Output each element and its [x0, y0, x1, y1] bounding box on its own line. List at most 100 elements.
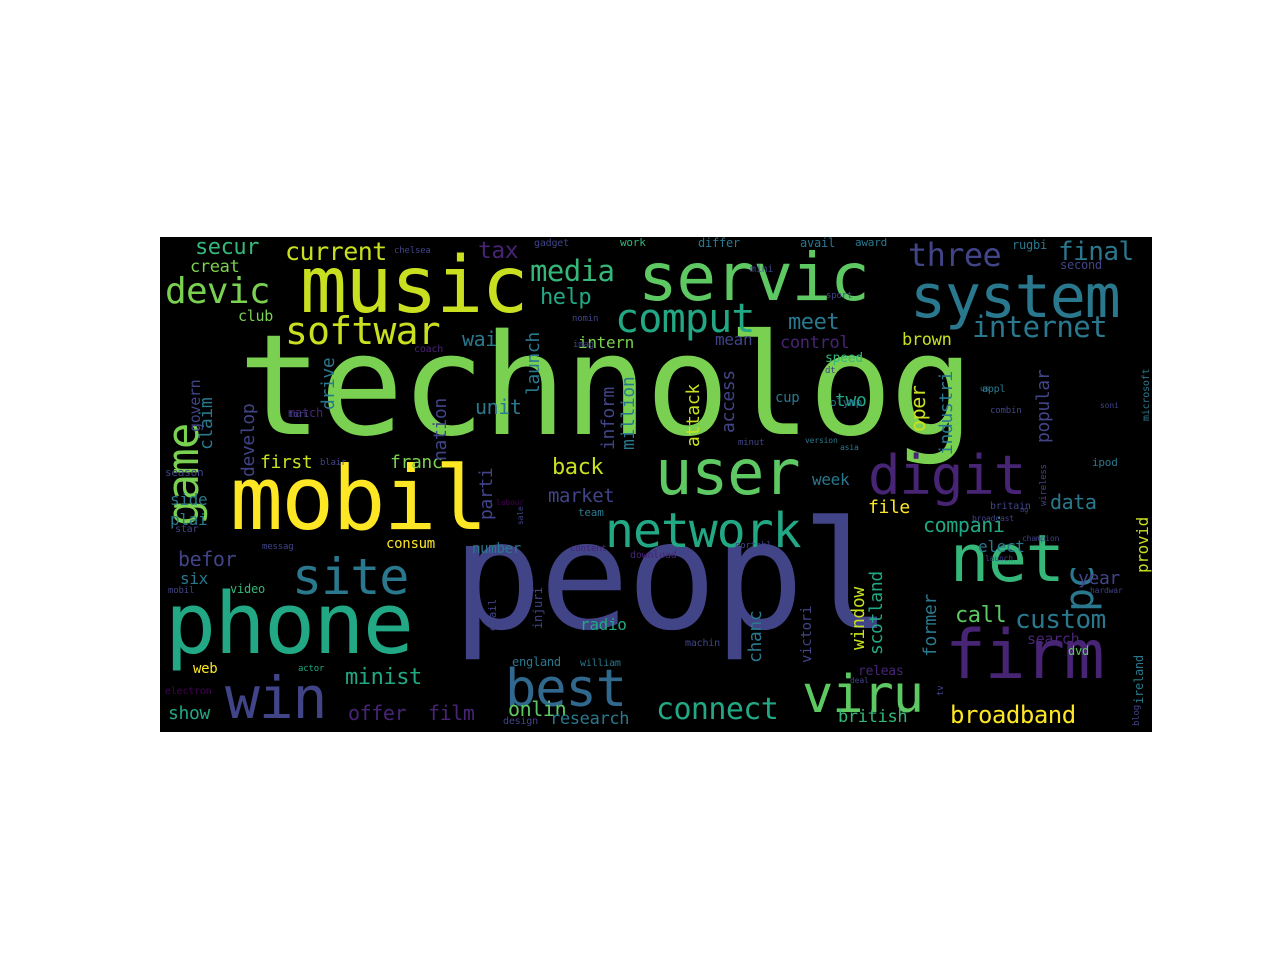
word-firm: firm [945, 616, 1105, 695]
word-former: former [920, 594, 941, 657]
word-digit: digit [868, 444, 1026, 507]
word-british: british [838, 707, 908, 727]
word-web: web [193, 661, 218, 677]
word-appl: appl [982, 384, 1006, 395]
word-dvd: dvd [1068, 644, 1089, 658]
word-radio: radio [580, 615, 627, 634]
word-final: final [1058, 237, 1134, 267]
word-broadcast: broadcast [972, 514, 1014, 523]
word-control: control [780, 333, 850, 353]
word-olymp: olymp [830, 396, 863, 409]
word-data: data [1050, 490, 1097, 514]
word-net: net [950, 522, 1065, 597]
word-show: show [168, 703, 210, 724]
word-britain: britain [990, 501, 1031, 512]
word-imag: imag [573, 340, 594, 350]
word-dt: dt [825, 366, 836, 376]
word-cloud: technolog peopl mobil music phone servic syste… [160, 237, 1152, 732]
word-phone: phone [165, 575, 414, 674]
word-cup: cup [775, 390, 800, 406]
word-hardwar: hardwar [1090, 586, 1123, 595]
word-music: music [300, 241, 529, 331]
word-star: star [175, 524, 199, 535]
word-win: win [225, 664, 327, 732]
word-gadget: gadget [534, 238, 569, 249]
word-video: video [230, 582, 265, 596]
word-launch: launch [985, 554, 1013, 563]
word-minut: minut [738, 438, 765, 448]
word-best: best [505, 659, 627, 719]
word-two: two [835, 390, 867, 411]
word-download: download [630, 550, 677, 561]
word-week: week [812, 470, 850, 489]
word-softwar: softwar [285, 309, 441, 353]
word-avail: avail [800, 237, 835, 250]
word-tax: tax [478, 238, 519, 264]
word-consum: consum [386, 536, 435, 552]
word-tv: tv [936, 685, 946, 696]
word-secur: secur [195, 237, 260, 260]
word-ipod: ipod [1092, 456, 1118, 469]
word-labour: labour [496, 498, 524, 507]
word-comput: comput [615, 296, 756, 342]
word-user: user [655, 436, 801, 509]
word-drive: drive [318, 357, 339, 410]
word-side: side [170, 490, 208, 509]
word-befor: befor [178, 547, 237, 571]
word-intern: intern [578, 333, 634, 352]
word-technolog: technolog [238, 305, 974, 468]
word-asia: asia [840, 443, 859, 452]
word-devic: devic [165, 271, 270, 312]
word-servic: servic [638, 239, 870, 316]
word-creat: creat [190, 257, 240, 277]
word-mini: mini [750, 264, 774, 275]
word-wireless: wireless [1039, 464, 1049, 506]
word-offer: offer [348, 701, 407, 725]
word-soni: soni [1100, 401, 1119, 410]
word-ireland: ireland [1132, 655, 1146, 704]
word-oper: oper [906, 385, 930, 432]
word-microsoft: microsoft [1141, 368, 1152, 421]
word-elect: elect [978, 537, 1025, 556]
word-help: help [540, 285, 592, 310]
word-six: six [180, 569, 208, 588]
word-club: club [238, 307, 273, 325]
word-team: team [578, 506, 604, 519]
word-us: us [980, 384, 990, 393]
word-provid: provid [1133, 517, 1152, 573]
word-work: work [620, 237, 646, 249]
word-first: first [260, 452, 313, 473]
word-number: number [472, 541, 521, 557]
word-media: media [530, 254, 615, 288]
word-minist: minist [345, 665, 422, 690]
word-market: market [548, 485, 615, 507]
word-popular: popular [1033, 369, 1054, 443]
word-industri: industri [936, 371, 957, 455]
word-mobil: mobil [230, 447, 488, 550]
word-award: award [855, 237, 888, 249]
word-current: current [285, 237, 387, 266]
word-site: site [292, 548, 409, 606]
word-champion: champion [1022, 534, 1060, 543]
word-portabl: portabl [735, 541, 772, 551]
word-machin: machin [685, 638, 720, 649]
word-coach: coach [414, 344, 444, 355]
word-sale: sale [516, 506, 525, 525]
word-nomin: nomin [572, 314, 599, 324]
word-develop: develop [238, 403, 259, 477]
word-messag: messag [262, 542, 294, 552]
word-back: back [552, 455, 604, 480]
word-inform: inform [598, 387, 619, 450]
word-meet: meet [788, 310, 840, 335]
word-brown: brown [902, 330, 952, 350]
word-compani: compani [923, 513, 1005, 537]
word-onlin: onlin [508, 697, 567, 721]
word-player: player [660, 546, 688, 555]
word-peopl: peopl [452, 490, 892, 664]
word-system: system [910, 262, 1121, 332]
word-rugbi: rugbi [1012, 238, 1047, 252]
word-access: access [718, 370, 739, 433]
word-viru: viru [802, 665, 924, 725]
word-sport: sport [826, 291, 853, 301]
word-search: search [1027, 630, 1080, 648]
